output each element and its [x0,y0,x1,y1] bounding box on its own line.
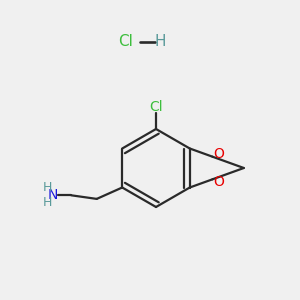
Text: Cl: Cl [149,100,163,114]
Text: N: N [48,188,58,202]
Text: H: H [43,196,52,209]
Text: O: O [214,175,224,189]
Text: O: O [214,147,224,161]
Text: H: H [155,34,166,50]
Text: Cl: Cl [118,34,134,50]
Text: H: H [43,181,52,194]
